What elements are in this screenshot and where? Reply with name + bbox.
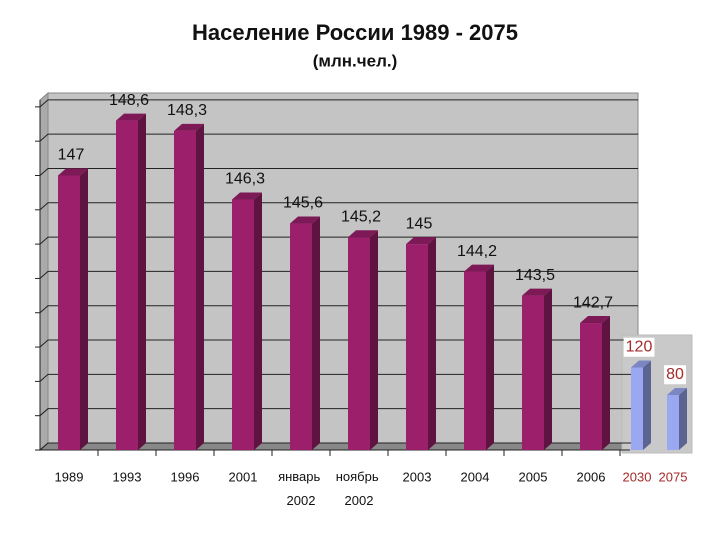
data-label: 143,5: [515, 267, 555, 284]
x-tick-label: 2006: [577, 469, 606, 484]
bar-side: [643, 360, 651, 450]
grid-line: [39, 133, 638, 142]
data-label: 147: [58, 147, 85, 164]
x-tick-label: 2075: [659, 469, 688, 484]
x-tick-label: 2001: [229, 469, 258, 484]
x-tick-label: 2004: [461, 469, 490, 484]
x-tick-label: 2030: [623, 469, 652, 484]
bar-top: [58, 168, 88, 176]
bar: [464, 271, 486, 450]
bar-side: [544, 288, 552, 450]
data-label: 120: [626, 339, 653, 356]
data-label-box: [623, 337, 655, 357]
bar: [667, 395, 679, 450]
bar: [406, 244, 428, 450]
data-label: 148,6: [109, 92, 149, 109]
data-label: 142,7: [573, 294, 613, 311]
data-label: 145,2: [341, 208, 381, 225]
grid-line: [39, 408, 638, 417]
bar-top: [667, 388, 687, 395]
bar-top: [631, 360, 651, 368]
bar: [58, 175, 80, 451]
x-tick-label: ноябрь 2002: [336, 469, 383, 508]
data-label-box: [664, 365, 686, 385]
bar-top: [232, 192, 262, 200]
bar-top: [290, 216, 320, 224]
bar-side: [486, 264, 494, 450]
chart-title: Население России 1989 - 2075: [192, 20, 518, 45]
data-label: 146,3: [225, 171, 265, 188]
x-tick-label: 1989: [55, 469, 84, 484]
grid-line: [39, 339, 638, 348]
grid-line: [39, 270, 638, 279]
bar: [290, 223, 312, 450]
bar: [522, 295, 544, 450]
bar-top: [464, 264, 494, 272]
data-label: 145: [406, 215, 433, 232]
data-label: 148,3: [167, 102, 207, 119]
side-wall: [39, 91, 49, 452]
data-label: 80: [666, 366, 684, 383]
grid-line: [39, 99, 638, 108]
x-tick-label: 2003: [403, 469, 432, 484]
bar-side: [80, 168, 88, 451]
x-tick-label: 1996: [171, 469, 200, 484]
x-tick-label: 2005: [519, 469, 548, 484]
grid-line: [39, 373, 638, 382]
bar-side: [312, 216, 320, 450]
bar-top: [116, 113, 146, 121]
grid-line: [39, 442, 638, 451]
bar-side: [679, 388, 687, 450]
bar-side: [138, 113, 146, 451]
grid-line: [39, 305, 638, 314]
x-tick-label: январь 2002: [278, 469, 324, 508]
data-label: 145,6: [283, 195, 323, 212]
bar-top: [406, 237, 436, 245]
bar: [631, 367, 643, 450]
bar: [232, 199, 254, 450]
bar-side: [428, 237, 436, 450]
bar: [174, 130, 196, 450]
bar-top: [348, 230, 378, 238]
x-tick-label: 1993: [113, 469, 142, 484]
bar: [116, 120, 138, 451]
chart-subtitle: (млн.чел.): [313, 51, 398, 70]
bar: [580, 323, 602, 450]
bar: [348, 237, 370, 450]
bar-side: [196, 123, 204, 450]
grid-line: [39, 167, 638, 176]
bar-side: [602, 316, 610, 450]
data-label: 144,2: [457, 243, 497, 260]
bar-top: [522, 288, 552, 296]
grid-line: [39, 236, 638, 245]
bar-side: [254, 192, 262, 450]
bar-top: [580, 316, 610, 324]
bar-side: [370, 230, 378, 450]
grid-line: [39, 202, 638, 211]
bar-top: [174, 123, 204, 131]
